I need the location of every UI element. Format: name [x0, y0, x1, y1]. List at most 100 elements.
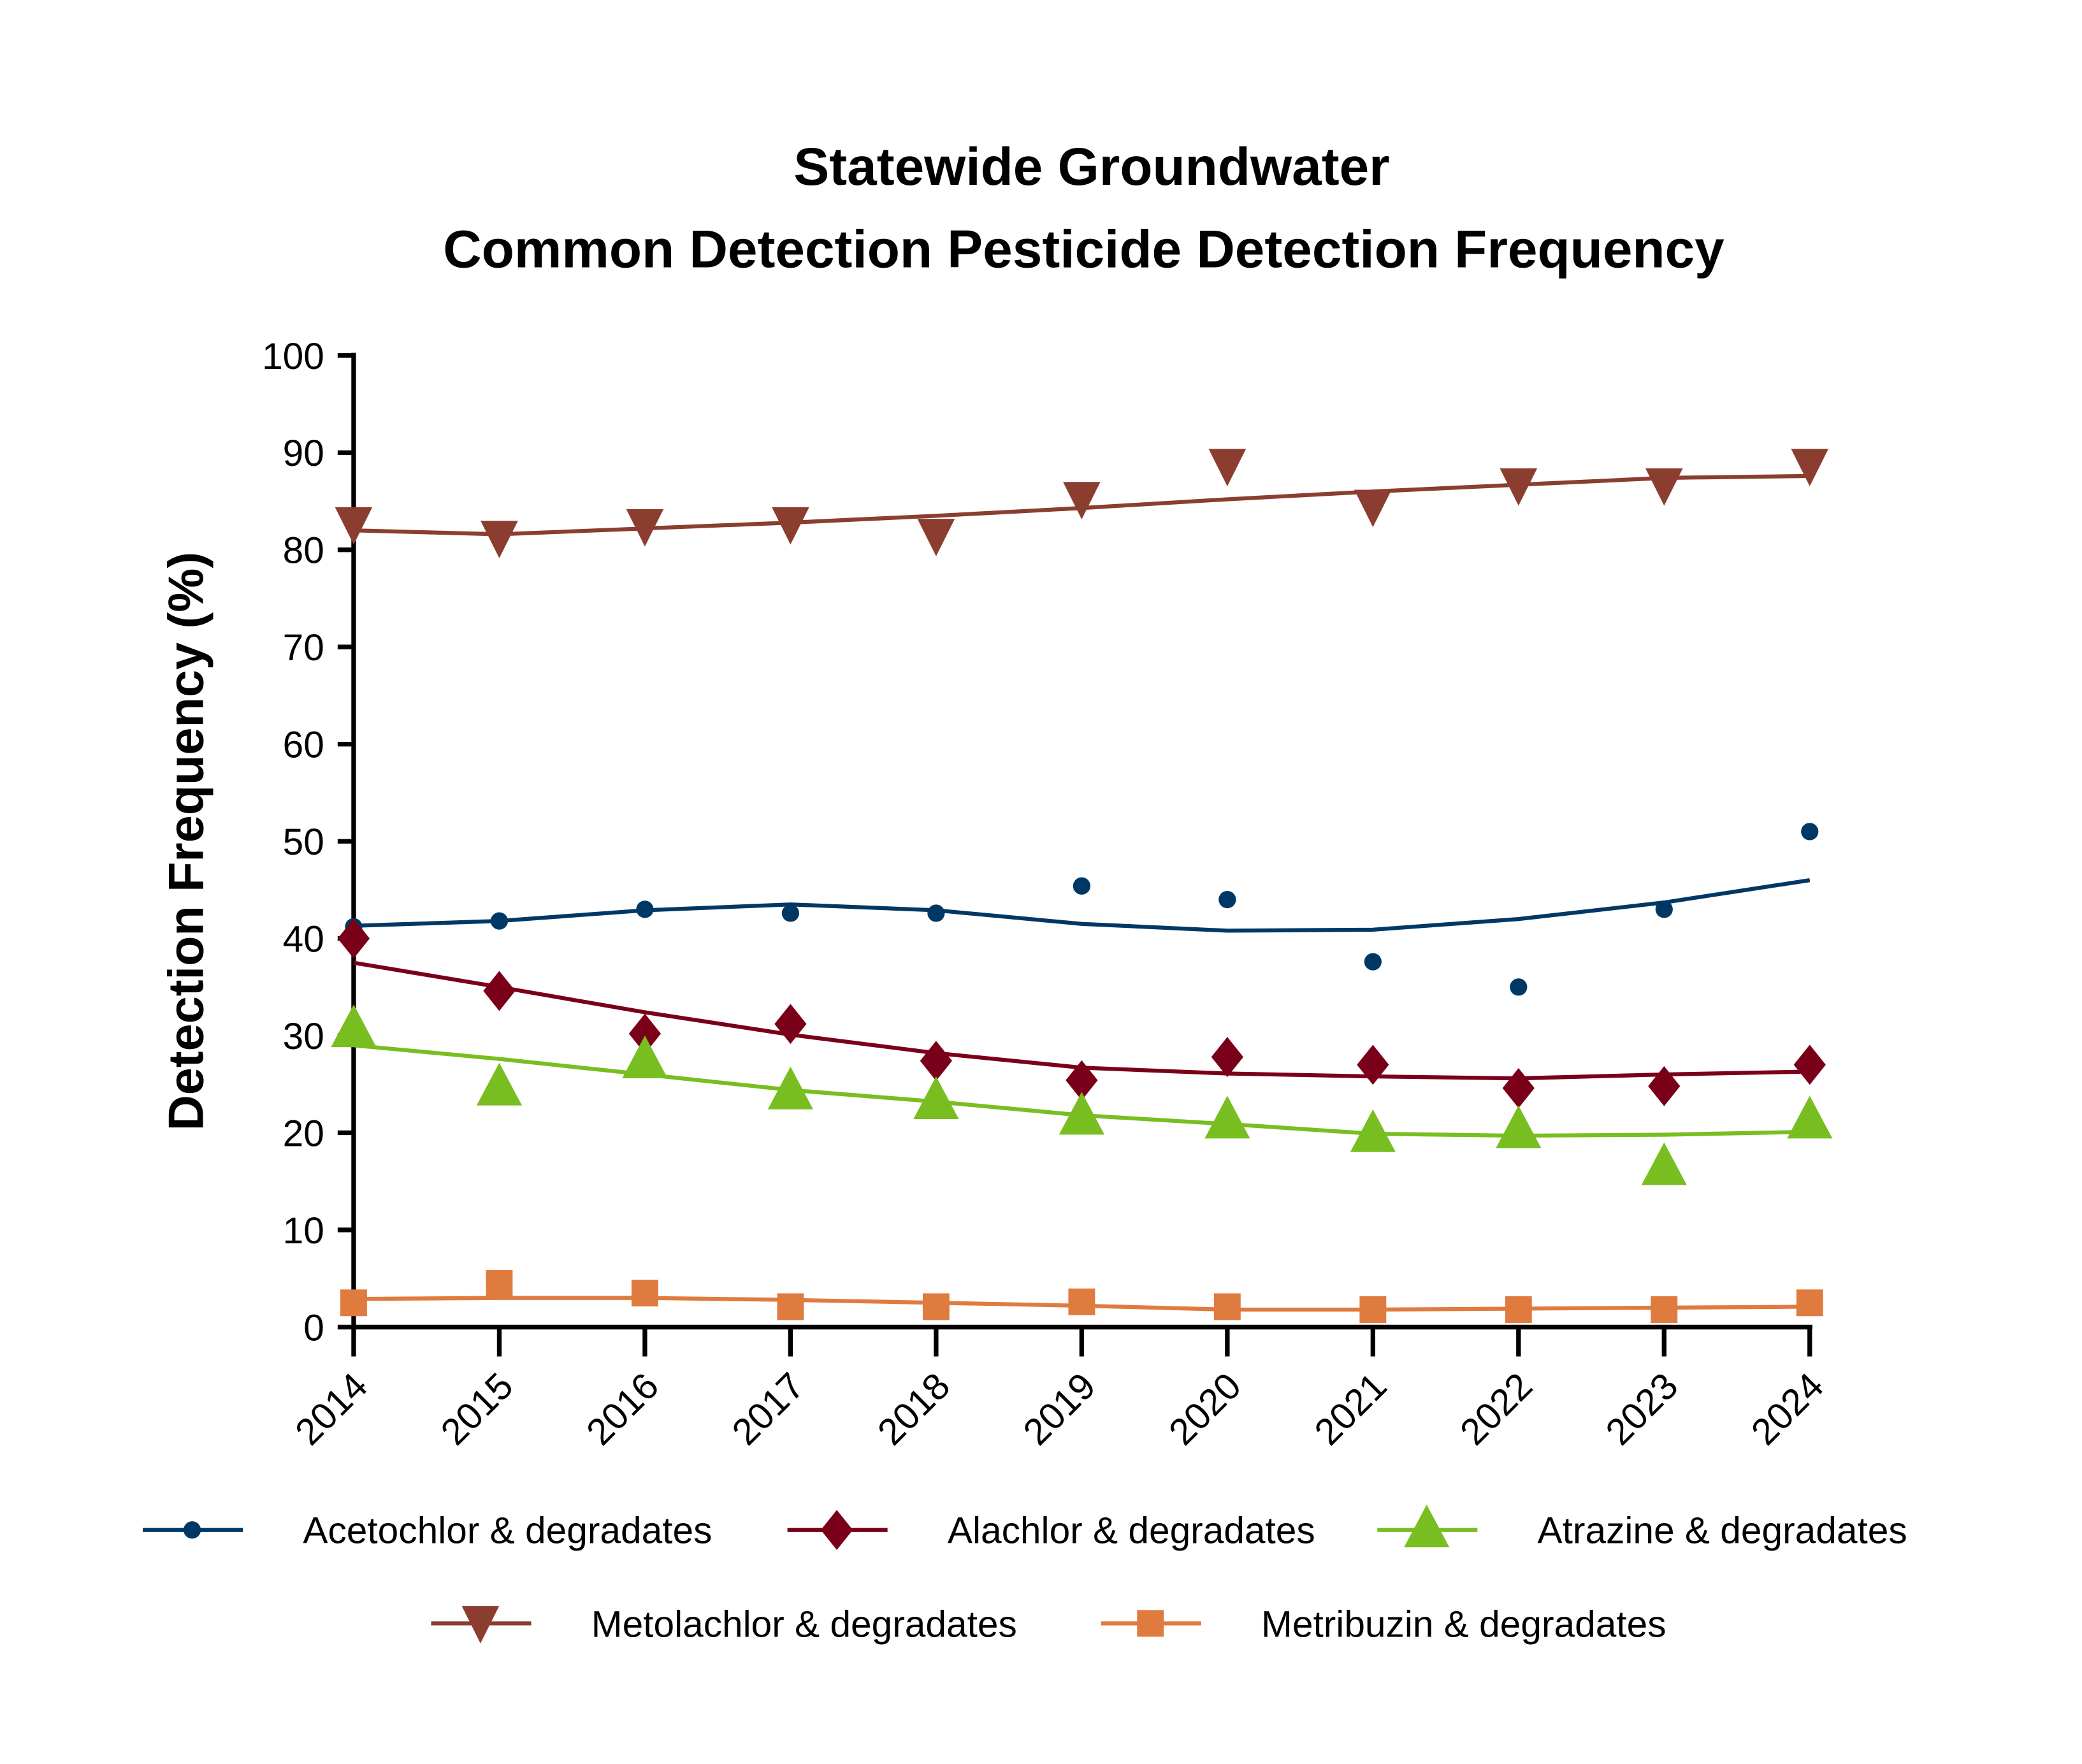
triangle-up-marker [1204, 1095, 1250, 1139]
diamond-marker [628, 1013, 661, 1054]
circle-marker [183, 1521, 201, 1539]
square-marker [777, 1293, 804, 1320]
square-marker [922, 1293, 950, 1320]
x-tick-label: 2014 [287, 1365, 375, 1453]
diamond-marker [1357, 1045, 1389, 1085]
x-tick-label: 2019 [1016, 1365, 1104, 1453]
diamond-marker [774, 1004, 807, 1045]
triangle-up-marker [476, 1062, 523, 1106]
x-tick-label: 2023 [1598, 1365, 1686, 1453]
triangle-down-marker [1208, 449, 1247, 487]
triangle-down-marker [481, 521, 518, 558]
square-marker [1651, 1296, 1678, 1323]
square-marker [631, 1280, 658, 1307]
plot-area [331, 449, 1833, 1323]
triangle-down-marker [1791, 449, 1829, 487]
y-tick-label: 80 [283, 530, 324, 572]
triangle-down-marker [335, 507, 373, 545]
triangle-up-marker [1496, 1105, 1542, 1148]
square-marker [1359, 1296, 1387, 1323]
legend-item: Acetochlor & degradates [143, 1510, 712, 1552]
legend-item: Atrazine & degradates [1377, 1504, 1907, 1552]
chart-title-line-2: Common Detection Pesticide Detection Fre… [443, 219, 1724, 279]
x-tick-label: 2017 [725, 1365, 813, 1453]
triangle-down-marker [917, 519, 955, 556]
x-tick-label: 2021 [1306, 1365, 1394, 1453]
triangle-down-marker [461, 1606, 500, 1644]
circle-marker [636, 900, 654, 918]
legend-label: Atrazine & degradates [1538, 1510, 1907, 1552]
circle-marker [1364, 953, 1382, 971]
legend-label: Metolachlor & degradates [591, 1603, 1017, 1645]
triangle-up-marker [1787, 1095, 1833, 1139]
series-alachlor [337, 918, 1826, 1108]
legend-label: Acetochlor & degradates [303, 1510, 712, 1552]
square-marker [1505, 1296, 1532, 1323]
y-tick-label: 100 [262, 336, 324, 377]
circle-marker [781, 904, 800, 922]
y-tick-label: 50 [283, 821, 324, 863]
y-tick-label: 60 [283, 725, 324, 766]
triangle-up-marker [1641, 1142, 1687, 1185]
y-axis-label: Detection Frequency (%) [159, 552, 213, 1131]
square-marker [1213, 1293, 1241, 1320]
series-acetochlor [345, 823, 1819, 996]
diamond-marker [1648, 1066, 1681, 1106]
triangle-down-marker [1354, 489, 1392, 528]
diamond-marker [337, 918, 370, 958]
square-marker [1137, 1610, 1164, 1637]
x-tick-label: 2022 [1452, 1365, 1540, 1453]
triangle-down-marker [772, 507, 809, 545]
legend-label: Alachlor & degradates [948, 1510, 1315, 1552]
circle-marker [490, 912, 509, 930]
y-tick-label: 0 [303, 1307, 324, 1348]
diamond-marker [820, 1510, 853, 1551]
x-tick-label: 2018 [870, 1365, 958, 1453]
chart-title-line-1: Statewide Groundwater [793, 136, 1389, 196]
triangle-up-marker [913, 1076, 959, 1119]
x-tick-label: 2020 [1161, 1365, 1249, 1453]
series-metribuzin [340, 1269, 1823, 1323]
diamond-marker [483, 971, 516, 1011]
y-tick-label: 10 [283, 1210, 324, 1252]
legend-item: Metolachlor & degradates [431, 1603, 1017, 1645]
triangle-up-marker [767, 1066, 814, 1110]
triangle-up-marker [1059, 1092, 1104, 1135]
diamond-marker [1502, 1067, 1535, 1108]
diamond-marker [1066, 1060, 1098, 1101]
x-tick-label: 2015 [433, 1365, 521, 1453]
square-marker [486, 1269, 513, 1297]
triangle-down-marker [1645, 468, 1683, 506]
series-metolachlor [335, 449, 1829, 558]
y-tick-label: 70 [283, 627, 324, 669]
triangle-down-marker [1063, 482, 1101, 519]
legend-item: Alachlor & degradates [787, 1510, 1315, 1552]
legend-label: Metribuzin & degradates [1261, 1603, 1666, 1645]
circle-marker [1073, 877, 1090, 895]
circle-marker [1655, 900, 1673, 918]
y-tick-label: 20 [283, 1113, 324, 1154]
diamond-marker [1793, 1045, 1826, 1085]
circle-marker [1510, 978, 1528, 996]
x-tick-label: 2016 [579, 1365, 667, 1453]
triangle-up-marker [622, 1035, 668, 1078]
triangle-down-marker [626, 509, 664, 547]
triangle-down-marker [1500, 468, 1538, 506]
circle-marker [1801, 823, 1819, 841]
triangle-up-marker [331, 1004, 377, 1048]
series-atrazine [331, 1004, 1833, 1185]
square-marker [1796, 1289, 1823, 1317]
legend-item: Metribuzin & degradates [1101, 1603, 1666, 1645]
circle-marker [1218, 890, 1236, 909]
triangle-up-marker [1404, 1504, 1450, 1547]
square-marker [340, 1289, 367, 1317]
diamond-marker [920, 1041, 953, 1081]
legend: Acetochlor & degradates Alachlor & degrad… [143, 1504, 1907, 1645]
x-tick-label: 2024 [1744, 1365, 1832, 1453]
y-tick-label: 90 [283, 433, 324, 474]
triangle-up-marker [1350, 1109, 1396, 1152]
square-marker [1068, 1288, 1095, 1315]
trend-line [353, 878, 1811, 933]
diamond-marker [1211, 1037, 1243, 1078]
